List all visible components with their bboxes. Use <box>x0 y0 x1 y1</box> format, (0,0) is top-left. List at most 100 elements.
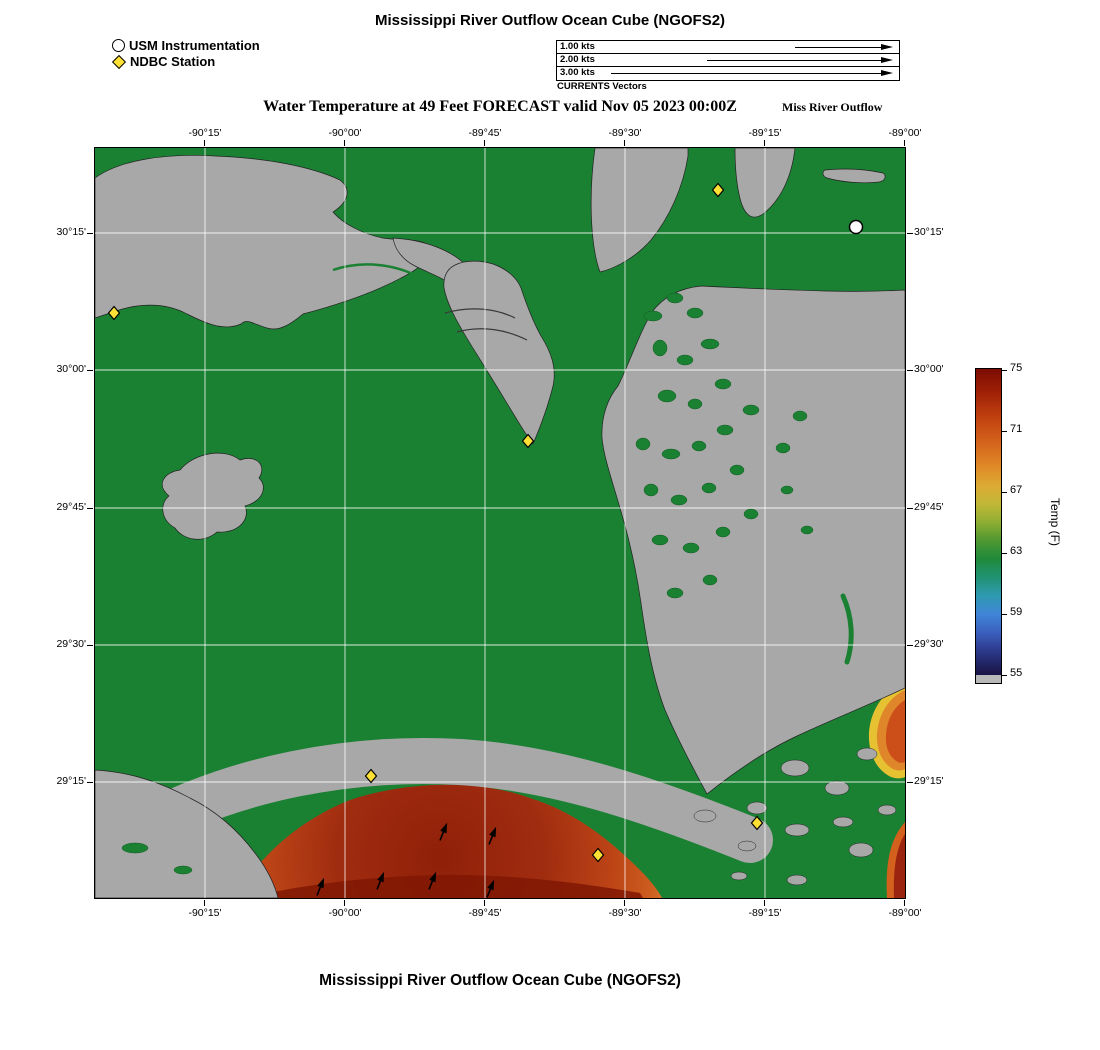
colorbar-tick-label: 67 <box>1010 484 1023 496</box>
colorbar-gradient <box>976 369 1001 675</box>
lat-tick-label-right: 30°00' <box>914 363 944 375</box>
ndbc-diamond-icon <box>111 54 127 69</box>
colorbar <box>975 368 1002 684</box>
land-northeast-strip <box>822 168 885 183</box>
axis-tick <box>764 900 765 906</box>
vector-scale-label: 2.00 kts <box>560 54 595 65</box>
axis-tick <box>87 508 93 509</box>
lat-tick-label-right: 30°15' <box>914 226 944 238</box>
legend-usm-label: USM Instrumentation <box>129 38 260 53</box>
vector-scale-row: 3.00 kts <box>557 67 899 80</box>
lat-tick-label-left: 30°15' <box>56 226 86 238</box>
vector-arrow-shaft <box>707 60 883 61</box>
land-band-delta <box>111 737 773 863</box>
lat-tick-label-right: 29°30' <box>914 638 944 650</box>
map-svg <box>94 147 905 898</box>
axis-tick <box>204 900 205 906</box>
axis-tick <box>87 645 93 646</box>
station-markers <box>107 182 863 862</box>
colorbar-tick-label: 55 <box>1010 667 1023 679</box>
lon-tick-label-bottom: -89°30' <box>608 907 642 919</box>
colorbar-undersaturation-cap <box>976 675 1001 683</box>
axis-tick <box>87 233 93 234</box>
land-mid-island <box>161 452 264 540</box>
current-vector-arrows <box>315 822 496 898</box>
ndbc-station-marker <box>107 305 120 320</box>
page-title: Mississippi River Outflow Ocean Cube (NG… <box>374 12 726 29</box>
axis-tick <box>904 900 905 906</box>
axis-tick <box>907 645 913 646</box>
colorbar-tick <box>1002 431 1007 432</box>
ndbc-station-marker <box>591 847 604 862</box>
currents-vectors-caption: CURRENTS Vectors <box>557 81 647 92</box>
colorbar-tick <box>1002 614 1007 615</box>
colorbar-tick <box>1002 370 1007 371</box>
land-center-peninsula <box>443 260 555 445</box>
axis-tick <box>87 370 93 371</box>
vector-arrow-head-icon <box>881 44 893 50</box>
axis-tick <box>624 140 625 146</box>
land-east-mass <box>601 285 905 795</box>
axis-tick <box>484 140 485 146</box>
axis-tick <box>907 782 913 783</box>
marsh-water-patches <box>121 262 854 874</box>
vector-scale-row: 2.00 kts <box>557 54 899 67</box>
vector-scale-label: 1.00 kts <box>560 41 595 52</box>
axis-tick <box>764 140 765 146</box>
axis-tick <box>87 782 93 783</box>
lon-tick-label-top: -89°45' <box>468 127 502 139</box>
lat-tick-label-right: 29°15' <box>914 775 944 787</box>
axis-tick <box>907 370 913 371</box>
ndbc-station-marker <box>364 768 377 783</box>
colorbar-tick-label: 71 <box>1010 423 1023 435</box>
legend-ndbc-row: NDBC Station <box>111 54 216 69</box>
map-canvas <box>93 146 906 899</box>
usm-station-marker <box>848 219 863 234</box>
colorbar-tick <box>1002 553 1007 554</box>
lat-tick-label-left: 29°45' <box>56 501 86 513</box>
lat-tick-label-left: 29°15' <box>56 775 86 787</box>
lon-tick-label-top: -90°00' <box>328 127 362 139</box>
axis-tick <box>484 900 485 906</box>
axis-tick <box>907 508 913 509</box>
region-label: Miss River Outflow <box>782 100 883 114</box>
lon-tick-label-bottom: -90°15' <box>188 907 222 919</box>
lon-tick-label-top: -89°30' <box>608 127 642 139</box>
lon-tick-label-bottom: -89°15' <box>748 907 782 919</box>
lon-tick-label-bottom: -90°00' <box>328 907 362 919</box>
vector-arrow-head-icon <box>881 70 893 76</box>
islet-patches-southeast <box>693 747 896 885</box>
usm-circle-icon <box>112 39 125 52</box>
lon-tick-label-top: -89°00' <box>888 127 922 139</box>
legend-ndbc-label: NDBC Station <box>130 54 216 69</box>
warm-water-edge-patch <box>868 681 905 898</box>
axis-tick <box>204 140 205 146</box>
lat-tick-label-left: 29°30' <box>56 638 86 650</box>
vector-scale-row: 1.00 kts <box>557 41 899 54</box>
colorbar-tick-label: 59 <box>1010 606 1023 618</box>
axis-tick <box>344 900 345 906</box>
lon-tick-label-bottom: -89°00' <box>888 907 922 919</box>
colorbar-tick <box>1002 675 1007 676</box>
lat-tick-label-left: 30°00' <box>56 363 86 375</box>
colorbar-tick <box>1002 492 1007 493</box>
colorbar-tick-label: 63 <box>1010 545 1023 557</box>
land-north-coast-west <box>590 147 688 272</box>
vector-arrow-shaft <box>795 47 883 48</box>
barrier-filaments <box>444 307 527 341</box>
colorbar-axis-label: Temp (F) <box>1048 498 1062 546</box>
axis-tick <box>907 233 913 234</box>
lon-tick-label-top: -89°15' <box>748 127 782 139</box>
lon-tick-label-top: -90°15' <box>188 127 222 139</box>
graticule-grid <box>94 147 905 898</box>
lon-tick-label-bottom: -89°45' <box>468 907 502 919</box>
ndbc-station-marker <box>521 433 534 448</box>
axis-tick <box>624 900 625 906</box>
ndbc-station-marker <box>711 182 724 197</box>
axis-tick <box>904 140 905 146</box>
colorbar-tick-label: 75 <box>1010 362 1023 374</box>
ndbc-station-marker <box>750 815 763 830</box>
land-southwest <box>94 769 278 898</box>
axis-tick <box>344 140 345 146</box>
